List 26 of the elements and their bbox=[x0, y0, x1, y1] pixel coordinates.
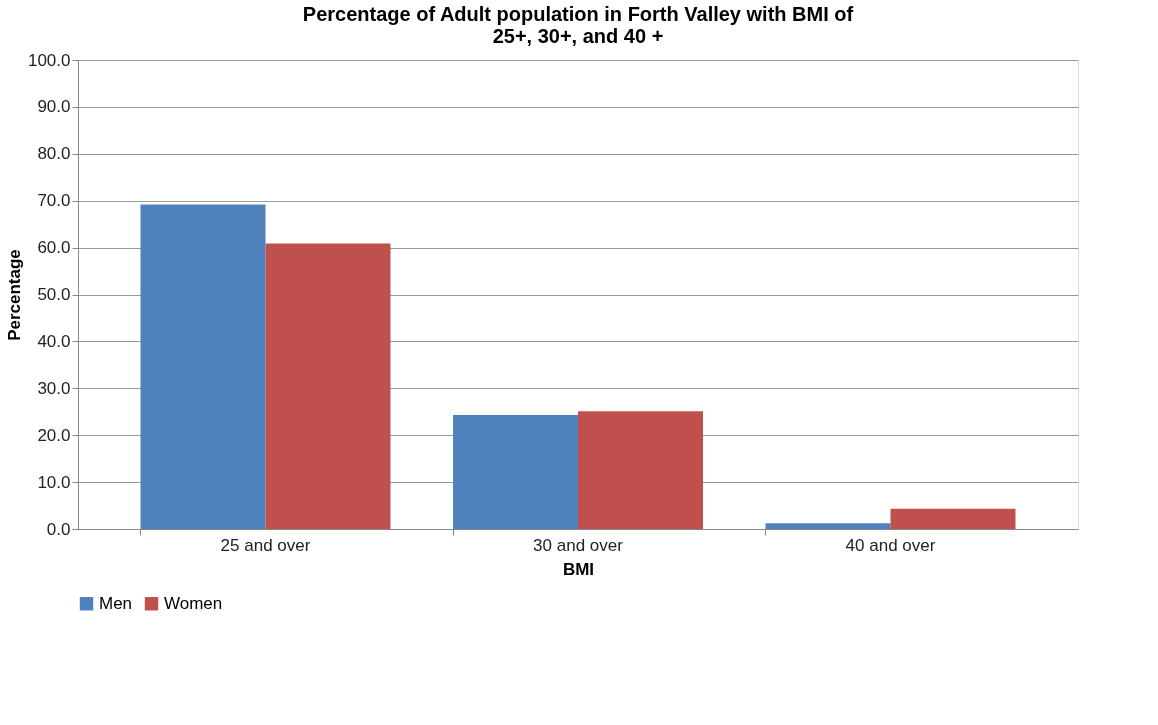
y-tick-label: 60.0 bbox=[37, 238, 71, 258]
bar bbox=[453, 415, 578, 529]
text: 25+, 30+, and 40 + bbox=[492, 25, 664, 47]
y-tick-label: 10.0 bbox=[37, 472, 71, 492]
y-tick-label: 20.0 bbox=[37, 425, 71, 445]
bar bbox=[765, 523, 891, 529]
y-tick-label: 80.0 bbox=[37, 144, 71, 164]
legend-label: Men bbox=[99, 593, 133, 613]
y-tick-label: 100.0 bbox=[27, 50, 71, 70]
x-tick-label: 40 and over bbox=[845, 535, 936, 555]
x-axis-title: BMI bbox=[562, 559, 595, 579]
text: Percentage of Adult population in Forth Valley with BMI of bbox=[302, 3, 854, 25]
y-tick-label: 0.0 bbox=[46, 519, 71, 539]
y-tick-label: 90.0 bbox=[37, 97, 71, 117]
y-tick-label: 30.0 bbox=[37, 378, 71, 398]
y-axis-title: Percentage bbox=[4, 249, 24, 341]
y-tick-label: 70.0 bbox=[37, 191, 71, 211]
y-tick-label: 40.0 bbox=[37, 331, 71, 351]
y-tick-label: 50.0 bbox=[37, 285, 71, 304]
bar bbox=[890, 508, 1016, 529]
x-tick-label: 25 and over bbox=[220, 535, 311, 555]
bar bbox=[265, 243, 391, 529]
x-tick-label: 30 and over bbox=[533, 535, 624, 555]
bar bbox=[578, 411, 703, 529]
legend-label: Women bbox=[164, 593, 223, 613]
bar bbox=[140, 204, 266, 529]
